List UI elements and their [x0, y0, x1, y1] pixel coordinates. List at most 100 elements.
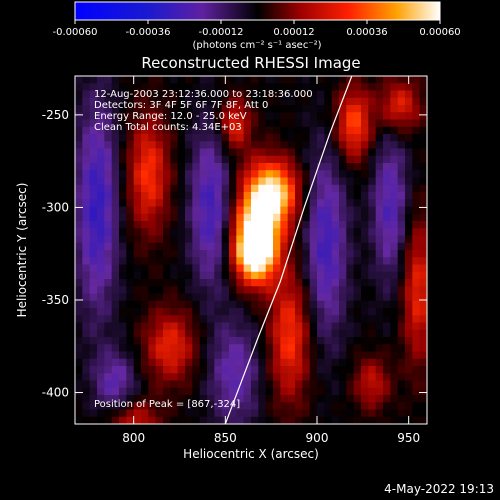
heatmap-cell [104, 380, 113, 389]
heatmap-cell [280, 416, 289, 424]
heatmap-cell [353, 148, 362, 157]
heatmap-cell [155, 126, 164, 135]
heatmap-cell [368, 90, 377, 99]
heatmap-cell [207, 308, 215, 316]
heatmap-cell [273, 395, 281, 403]
heatmap-cell [368, 293, 377, 302]
heatmap-cell [243, 155, 252, 164]
heatmap-cell [405, 177, 413, 186]
heatmap-cell [133, 358, 142, 367]
heatmap-cell [177, 105, 186, 113]
heatmap-cell [331, 293, 340, 302]
heatmap-cell [155, 402, 164, 411]
heatmap-cell [258, 141, 267, 150]
heatmap-cell [383, 221, 391, 229]
heatmap-cell [185, 300, 193, 309]
heatmap-cell [331, 337, 340, 345]
heatmap-cell [317, 416, 325, 424]
heatmap-cell [104, 416, 113, 424]
heatmap-cell [383, 337, 391, 345]
heatmap-cell [339, 380, 347, 389]
heatmap-cell [170, 83, 179, 92]
heatmap-cell [419, 242, 427, 251]
heatmap-cell [258, 293, 267, 302]
heatmap-cell [89, 279, 98, 287]
heatmap-cell [111, 293, 120, 302]
heatmap-cell [82, 192, 91, 200]
heatmap-cell [221, 170, 230, 179]
heatmap-cell [295, 286, 303, 295]
heatmap-cell [170, 199, 179, 208]
heatmap-cell [405, 271, 413, 280]
heatmap-cell [405, 286, 413, 295]
heatmap-cell [309, 366, 318, 374]
heatmap-cell [346, 286, 355, 295]
heatmap-cell [390, 235, 399, 244]
heatmap-cell [243, 177, 252, 186]
heatmap-cell [214, 155, 223, 164]
heatmap-cell [273, 402, 281, 411]
heatmap-cell [353, 97, 362, 106]
heatmap-cell [331, 308, 340, 316]
heatmap-cell [287, 358, 296, 367]
heatmap-cell [133, 402, 142, 411]
heatmap-cell [317, 141, 325, 150]
heatmap-cell [236, 213, 245, 222]
heatmap-cell [287, 351, 296, 360]
heatmap-cell [324, 322, 333, 331]
heatmap-cell [141, 83, 149, 92]
heatmap-cell [324, 293, 333, 302]
heatmap-cell [265, 308, 274, 316]
heatmap-cell [353, 235, 362, 244]
heatmap-cell [339, 402, 347, 411]
heatmap-cell [273, 337, 281, 345]
heatmap-cell [229, 141, 237, 150]
heatmap-cell [419, 337, 427, 345]
heatmap-cell [192, 192, 201, 200]
heatmap-cell [111, 366, 120, 374]
heatmap-cell [258, 373, 267, 382]
heatmap-cell [199, 126, 208, 135]
heatmap-cell [163, 264, 171, 273]
heatmap-cell [177, 257, 186, 266]
heatmap-cell [346, 221, 355, 229]
heatmap-cell [309, 141, 318, 150]
heatmap-cell [133, 148, 142, 157]
heatmap-cell [89, 163, 98, 171]
heatmap-cell [390, 105, 399, 113]
heatmap-cell [397, 322, 406, 331]
heatmap-cell [258, 286, 267, 295]
heatmap-cell [148, 264, 157, 273]
heatmap-cell [405, 315, 413, 324]
heatmap-cell [287, 134, 296, 142]
heatmap-cell [383, 163, 391, 171]
heatmap-cell [214, 83, 223, 92]
heatmap-cell [419, 163, 427, 171]
heatmap-cell [207, 242, 215, 251]
heatmap-cell [346, 416, 355, 424]
heatmap-cell [82, 83, 91, 92]
heatmap-cell [346, 83, 355, 92]
heatmap-cell [353, 351, 362, 360]
heatmap-cell [148, 119, 157, 128]
heatmap-cell [207, 221, 215, 229]
heatmap-cell [280, 395, 289, 403]
heatmap-cell [353, 315, 362, 324]
heatmap-cell [89, 83, 98, 92]
heatmap-cell [119, 155, 127, 164]
heatmap-cell [243, 315, 252, 324]
heatmap-cell [104, 264, 113, 273]
heatmap-cell [273, 97, 281, 106]
heatmap-cell [397, 105, 406, 113]
heatmap-cell [163, 387, 171, 396]
heatmap-cell [236, 192, 245, 200]
heatmap-cell [236, 409, 245, 418]
heatmap-cell [397, 141, 406, 150]
heatmap-cell [221, 329, 230, 338]
heatmap-cell [148, 228, 157, 237]
heatmap-cell [361, 387, 369, 396]
heatmap-cell [368, 76, 377, 84]
heatmap-cell [346, 134, 355, 142]
heatmap-cell [361, 358, 369, 367]
heatmap-cell [104, 141, 113, 150]
